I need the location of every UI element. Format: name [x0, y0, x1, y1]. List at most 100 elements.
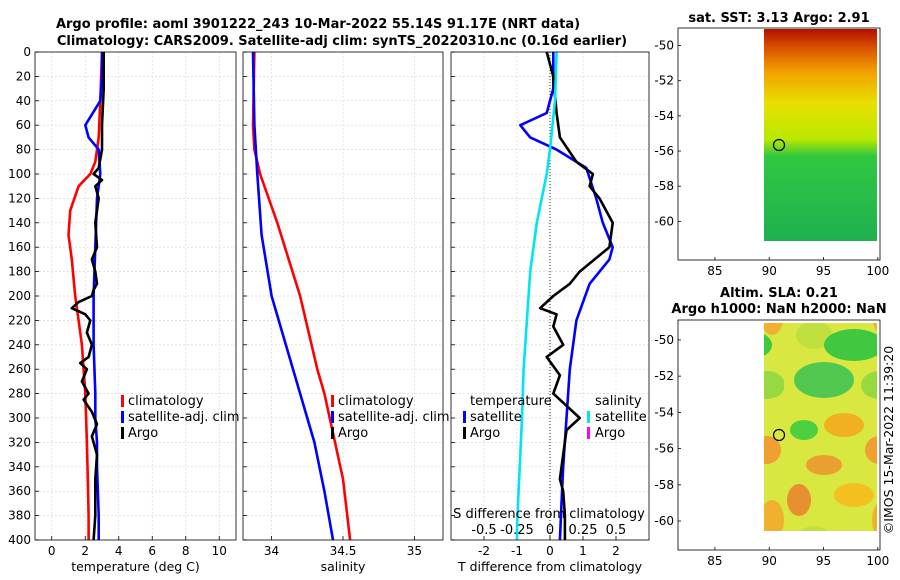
ytick-label: 240	[8, 338, 31, 352]
ytick-label: 0	[23, 45, 31, 59]
legend-satellite-label: satellite-adj. clim	[128, 410, 240, 425]
ytick-label: 320	[8, 435, 31, 449]
ytick-label: 300	[8, 411, 31, 425]
sst-map-title: sat. SST: 3.13 Argo: 2.91	[688, 11, 869, 26]
panel-frame	[34, 51, 237, 541]
sal-legend-satellite-marker	[331, 411, 334, 423]
sla-map-title-line2: Argo h1000: NaN h2000: NaN	[671, 302, 886, 317]
map-xtick-label: 90	[762, 554, 777, 568]
map-ytick-label: -58	[654, 179, 674, 193]
panel-frame	[450, 51, 650, 541]
map-ytick-label: -50	[654, 333, 674, 347]
ytick-label: 100	[8, 167, 31, 181]
map-ticks: 85 90 95 100 -50 -52 -54 -56 -58 -60 85 90 95 100 -50 -…	[654, 39, 889, 568]
salinity-legend: climatology satellite-adj. clim Argo	[331, 394, 450, 441]
ytick-label: 140	[8, 216, 31, 230]
series-line-satellite-adj-clim	[251, 51, 335, 541]
xaxis-label: T difference from climatology	[457, 559, 643, 574]
map-xtick-label: 100	[866, 554, 889, 568]
panel-frame	[242, 51, 444, 541]
sst-map-frame	[677, 27, 881, 261]
xtick-label: 8	[182, 544, 190, 558]
ytick-label: 260	[8, 362, 31, 376]
series-line-argo	[70, 52, 105, 541]
panel-temperature: 0204060801001201401601802002202402602803…	[8, 45, 237, 574]
diff-legend-salinity-title: salinity	[595, 394, 642, 409]
legend-climatology-label: climatology	[128, 394, 204, 409]
ytick-label: 20	[16, 69, 31, 83]
series-line-salinity-satellite	[515, 51, 558, 540]
sla-field	[764, 323, 877, 531]
xtick-label: -1	[511, 544, 523, 558]
xaxis-label: salinity	[321, 559, 366, 574]
sst-field	[764, 29, 877, 241]
panel-salinity: 34 34.5 35 salinity	[242, 51, 444, 574]
ytick-label: 180	[8, 265, 31, 279]
s-diff-tick-label: -0.5	[471, 523, 496, 538]
xaxis-label: temperature (deg C)	[71, 559, 200, 574]
xtick-label: 0	[546, 544, 554, 558]
map-ytick-label: -58	[654, 478, 674, 492]
sal-legend-climatology-marker	[331, 395, 334, 407]
imos-watermark: ©IMOS 15-Mar-2022 11:39:20	[881, 346, 896, 534]
xtick-label: 0	[48, 544, 56, 558]
ytick-label: 380	[8, 509, 31, 523]
ytick-label: 280	[8, 387, 31, 401]
ytick-label: 160	[8, 240, 31, 254]
map-ytick-label: -56	[654, 442, 674, 456]
s-diff-tick-label: 0.5	[606, 523, 627, 538]
ytick-label: 80	[16, 143, 31, 157]
map-xtick-label: 95	[816, 264, 831, 278]
panel-difference: -2 -1 0 1 2T difference from climatology -0.5…	[450, 51, 650, 574]
sal-legend-argo-label: Argo	[338, 426, 368, 441]
legend-climatology-marker	[121, 395, 124, 407]
difference-legend: temperature satellite Argo salinity sate…	[463, 394, 647, 441]
diff-legend-temp-argo-marker	[463, 427, 466, 439]
series-line-climatology	[67, 51, 104, 540]
xtick-label: 2	[81, 544, 89, 558]
ytick-label: 400	[8, 533, 31, 547]
sst-argo-location-marker	[772, 138, 786, 152]
diff-legend-temp-satellite-label: satellite	[470, 410, 522, 425]
s-diff-tick-label: 0.25	[569, 523, 598, 538]
ytick-label: 120	[8, 191, 31, 205]
xtick-label: 4	[115, 544, 123, 558]
legend-argo-label: Argo	[128, 426, 158, 441]
xtick-label: 2	[612, 544, 620, 558]
map-ytick-label: -52	[654, 74, 674, 88]
figure-title-line2: Climatology: CARS2009. Satellite-adj cli…	[57, 34, 627, 49]
map-ytick-label: -54	[654, 405, 674, 419]
ytick-label: 200	[8, 289, 31, 303]
sla-map-frame	[677, 319, 881, 551]
map-ytick-label: -56	[654, 144, 674, 158]
s-diff-tick-label: 0	[546, 523, 554, 538]
temperature-legend: climatology satellite-adj. clim Argo	[121, 394, 240, 441]
diff-legend-sal-argo-marker	[587, 427, 590, 439]
ytick-label: 40	[16, 94, 31, 108]
xtick-label: 35	[407, 544, 422, 558]
map-xtick-label: 85	[707, 264, 722, 278]
ytick-label: 360	[8, 484, 31, 498]
map-xtick-label: 90	[762, 264, 777, 278]
xtick-label: 34.5	[330, 544, 357, 558]
s-difference-axis-label: S difference from climatology	[453, 507, 645, 522]
map-ytick-label: -52	[654, 369, 674, 383]
sla-map-title-line1: Altim. SLA: 0.21	[720, 286, 838, 301]
profile-panels: 0204060801001201401601802002202402602803…	[8, 45, 650, 574]
sal-legend-argo-marker	[331, 427, 334, 439]
map-ytick-label: -60	[654, 214, 674, 228]
legend-satellite-marker	[121, 411, 124, 423]
xtick-label: 1	[579, 544, 587, 558]
diff-legend-temp-argo-label: Argo	[470, 426, 500, 441]
map-xtick-label: 95	[816, 554, 831, 568]
figure-title-line1: Argo profile: aoml 3901222_243 10-Mar-20…	[56, 17, 580, 32]
map-ytick-label: -60	[654, 514, 674, 528]
diff-legend-sal-argo-label: Argo	[595, 426, 625, 441]
xtick-label: -2	[478, 544, 490, 558]
diff-legend-temp-satellite-marker	[463, 411, 466, 423]
map-xtick-label: 100	[866, 264, 889, 278]
series-line-temperature-satellite	[518, 52, 615, 541]
ytick-label: 220	[8, 313, 31, 327]
map-xtick-label: 85	[707, 554, 722, 568]
